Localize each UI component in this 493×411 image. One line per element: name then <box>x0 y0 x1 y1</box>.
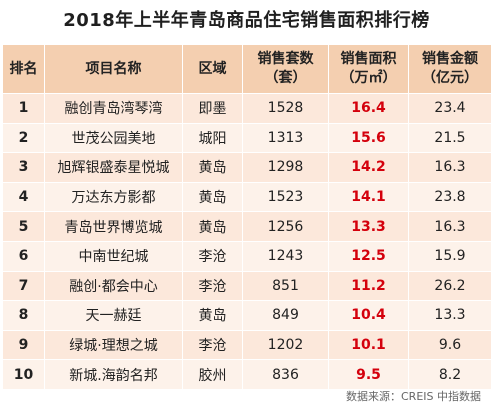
cell-project: 天一赫廷 <box>44 300 183 331</box>
cell-district: 黄岛 <box>182 181 243 213</box>
table-row: 3 旭辉银盛泰星悦城 黄岛 1298 14.2 16.3 <box>2 152 492 183</box>
cell-rank: 3 <box>2 152 45 183</box>
cell-area: 15.6 <box>328 122 409 154</box>
cell-project: 青岛世界博览城 <box>44 211 183 242</box>
header-units-line1: 销售套数 <box>257 51 314 67</box>
cell-project: 万达东方影都 <box>44 181 183 213</box>
cell-amount: 23.8 <box>408 181 492 213</box>
cell-units: 1202 <box>242 329 329 361</box>
cell-units: 1523 <box>242 181 329 213</box>
cell-units: 851 <box>242 270 329 302</box>
table-header-row: 排名 项目名称 区域 销售套数 （套） 销售面积 （万㎡） 销售金额 （亿元） <box>2 44 492 94</box>
cell-rank: 1 <box>2 93 45 124</box>
cell-area: 10.1 <box>328 329 409 361</box>
header-district: 区域 <box>182 44 243 94</box>
cell-amount: 16.3 <box>408 211 492 242</box>
table-row: 9 绿城·理想之城 李沧 1202 10.1 9.6 <box>2 329 492 361</box>
cell-district: 城阳 <box>182 122 243 154</box>
data-source-note: 数据来源：CREIS 中指数据 <box>346 390 481 403</box>
cell-area: 11.2 <box>328 270 409 302</box>
header-amount: 销售金额 （亿元） <box>408 44 492 94</box>
cell-area: 13.3 <box>328 211 409 242</box>
cell-district: 李沧 <box>182 270 243 302</box>
cell-units: 1313 <box>242 122 329 154</box>
cell-project: 绿城·理想之城 <box>44 329 183 361</box>
cell-units: 1298 <box>242 152 329 183</box>
cell-amount: 9.6 <box>408 329 492 361</box>
cell-district: 黄岛 <box>182 152 243 183</box>
header-units: 销售套数 （套） <box>242 44 329 94</box>
cell-area: 10.4 <box>328 300 409 331</box>
cell-units: 849 <box>242 300 329 331</box>
cell-district: 黄岛 <box>182 211 243 242</box>
cell-units: 1256 <box>242 211 329 242</box>
cell-amount: 8.2 <box>408 359 492 390</box>
table-row: 8 天一赫廷 黄岛 849 10.4 13.3 <box>2 300 492 331</box>
cell-area: 14.1 <box>328 181 409 213</box>
header-area-line1: 销售面积 <box>340 51 397 67</box>
cell-rank: 10 <box>2 359 45 390</box>
table-row: 2 世茂公园美地 城阳 1313 15.6 21.5 <box>2 122 492 154</box>
cell-amount: 21.5 <box>408 122 492 154</box>
ranking-table: 排名 项目名称 区域 销售套数 （套） 销售面积 （万㎡） 销售金额 （亿元） … <box>2 44 492 390</box>
cell-project: 融创·都会中心 <box>44 270 183 302</box>
cell-units: 1528 <box>242 93 329 124</box>
table-row: 10 新城.海韵名邦 胶州 836 9.5 8.2 <box>2 359 492 390</box>
cell-district: 黄岛 <box>182 300 243 331</box>
header-area-line2: （万㎡） <box>340 70 397 86</box>
header-area: 销售面积 （万㎡） <box>328 44 409 94</box>
table-row: 4 万达东方影都 黄岛 1523 14.1 23.8 <box>2 181 492 213</box>
cell-project: 中南世纪城 <box>44 240 183 272</box>
cell-amount: 13.3 <box>408 300 492 331</box>
cell-rank: 7 <box>2 270 45 302</box>
table-row: 7 融创·都会中心 李沧 851 11.2 26.2 <box>2 270 492 302</box>
cell-amount: 23.4 <box>408 93 492 124</box>
table-row: 5 青岛世界博览城 黄岛 1256 13.3 16.3 <box>2 211 492 242</box>
cell-rank: 4 <box>2 181 45 213</box>
page-title: 2018年上半年青岛商品住宅销售面积排行榜 <box>63 10 430 31</box>
table-row: 1 融创青岛湾琴湾 即墨 1528 16.4 23.4 <box>2 93 492 124</box>
cell-area: 9.5 <box>328 359 409 390</box>
cell-project: 世茂公园美地 <box>44 122 183 154</box>
cell-rank: 6 <box>2 240 45 272</box>
cell-area: 12.5 <box>328 240 409 272</box>
cell-amount: 15.9 <box>408 240 492 272</box>
cell-area: 14.2 <box>328 152 409 183</box>
cell-district: 胶州 <box>182 359 243 390</box>
table-row: 6 中南世纪城 李沧 1243 12.5 15.9 <box>2 240 492 272</box>
header-units-line2: （套） <box>264 70 307 86</box>
cell-project: 新城.海韵名邦 <box>44 359 183 390</box>
cell-rank: 8 <box>2 300 45 331</box>
cell-district: 李沧 <box>182 329 243 361</box>
header-amount-line2: （亿元） <box>422 70 478 86</box>
cell-units: 836 <box>242 359 329 390</box>
cell-amount: 26.2 <box>408 270 492 302</box>
cell-rank: 9 <box>2 329 45 361</box>
header-amount-line1: 销售金额 <box>422 51 478 67</box>
header-project: 项目名称 <box>44 44 183 94</box>
cell-units: 1243 <box>242 240 329 272</box>
cell-project: 融创青岛湾琴湾 <box>44 93 183 124</box>
cell-district: 即墨 <box>182 93 243 124</box>
cell-project: 旭辉银盛泰星悦城 <box>44 152 183 183</box>
cell-rank: 5 <box>2 211 45 242</box>
cell-district: 李沧 <box>182 240 243 272</box>
cell-amount: 16.3 <box>408 152 492 183</box>
header-rank: 排名 <box>2 44 45 94</box>
cell-rank: 2 <box>2 122 45 154</box>
cell-area: 16.4 <box>328 93 409 124</box>
